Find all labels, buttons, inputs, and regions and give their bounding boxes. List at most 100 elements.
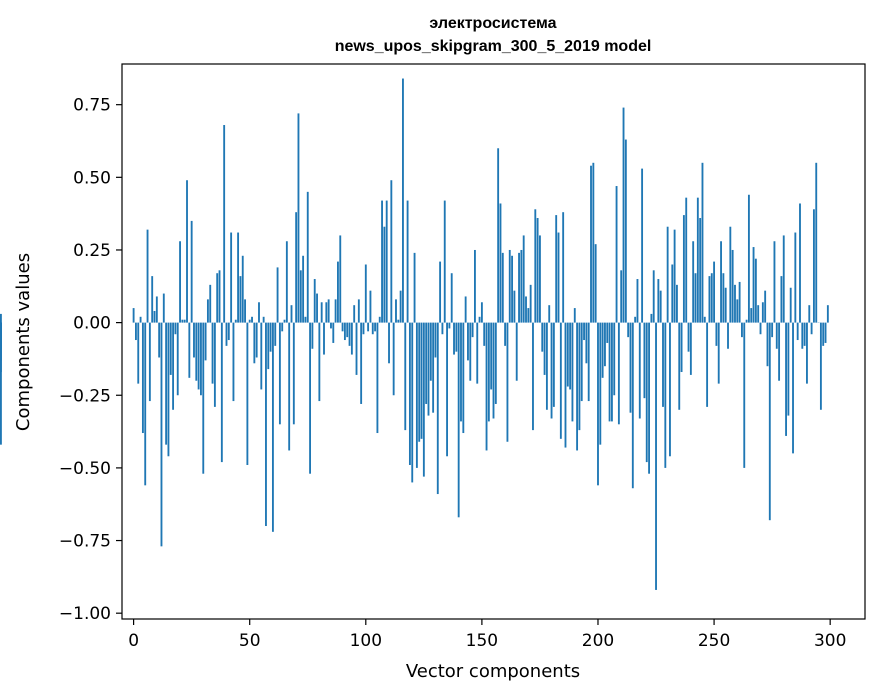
bar-component-164	[513, 290, 516, 323]
bar-component-210	[620, 270, 623, 323]
x-tick-label: 100	[350, 631, 382, 651]
bar-component-35	[213, 322, 216, 407]
bar-component-150	[480, 302, 483, 323]
bar-component-180	[550, 322, 553, 419]
bar-component-120	[411, 322, 414, 483]
bar-component-112	[392, 322, 395, 396]
bar-component-177	[543, 322, 546, 375]
bar-component-56	[262, 316, 265, 323]
bar-component-157	[497, 148, 500, 323]
bar-component-232	[671, 264, 674, 323]
bar-component-64	[281, 322, 284, 332]
bar-component-208	[615, 186, 618, 323]
y-tick-label: 0.25	[73, 241, 111, 261]
bar-component-114	[397, 319, 400, 323]
bar-component-116	[402, 78, 404, 323]
bar-component-135	[446, 322, 448, 457]
bar-component-54	[258, 302, 260, 323]
bar-component-299	[826, 305, 829, 323]
bar-component-107	[381, 200, 383, 323]
bar-component-183	[557, 232, 560, 323]
bar-component-100	[364, 264, 367, 323]
bar-component-214	[629, 322, 632, 413]
bar-component-24	[188, 322, 191, 378]
chart-title: электросистема	[429, 15, 556, 32]
bar-component-109	[385, 200, 388, 323]
bar-component-198	[592, 162, 595, 323]
bar-component-96	[355, 322, 358, 375]
bar-component-216	[634, 316, 637, 323]
bar-component-285	[794, 232, 797, 323]
bar-component-51	[251, 316, 253, 323]
bar-component-138	[453, 322, 455, 355]
bar-component-229	[664, 322, 667, 468]
bar-component-undefined	[0, 313, 2, 323]
bar-component-251	[715, 322, 718, 346]
bar-component-88	[337, 261, 339, 323]
bar-component-212	[624, 139, 627, 323]
y-tick-label: −1.00	[59, 604, 111, 624]
x-tick-label: 0	[128, 631, 139, 651]
bar-component-268	[754, 258, 757, 323]
bar-component-128	[429, 322, 432, 381]
bar-component-6	[146, 229, 149, 323]
bar-component-209	[617, 322, 620, 425]
bar-component-102	[369, 290, 372, 323]
bar-component-269	[757, 305, 760, 323]
bar-component-84	[327, 299, 330, 323]
bar-component-27	[195, 322, 198, 381]
bar-component-105	[376, 322, 379, 434]
y-tick-label: −0.50	[59, 459, 111, 479]
bar-component-22	[183, 319, 186, 323]
bar-component-9	[153, 310, 156, 323]
bar-component-63	[278, 322, 281, 425]
bar-component-50	[248, 319, 251, 323]
bar-component-7	[148, 322, 151, 402]
bar-component-273	[766, 322, 769, 367]
bar-component-20	[179, 241, 181, 323]
bar-component-60	[271, 322, 274, 532]
bar-component-222	[648, 322, 650, 474]
bar-component-170	[527, 308, 530, 323]
bar-component-12	[160, 322, 163, 547]
bar-component-179	[548, 305, 551, 323]
bar-component-1	[135, 322, 137, 341]
bar-component-156	[494, 322, 497, 404]
bar-component-262	[741, 322, 743, 338]
bar-component-58	[267, 322, 270, 370]
bar-component-0	[132, 308, 135, 323]
bar-component-166	[518, 252, 520, 323]
bar-component-19	[176, 322, 179, 396]
bar-component-89	[339, 235, 342, 323]
bar-component-104	[374, 322, 377, 332]
bar-component-161	[506, 322, 509, 442]
bar-component-66	[285, 241, 288, 323]
bar-component-75	[306, 191, 309, 323]
bar-component-236	[680, 322, 683, 373]
bar-component-21	[181, 319, 184, 323]
bar-component-265	[747, 194, 750, 323]
bar-component-124	[420, 322, 423, 439]
bar-component-249	[710, 273, 713, 323]
bar-component-79	[316, 293, 318, 323]
bar-component-252	[717, 322, 720, 384]
bar-component-163	[511, 255, 514, 323]
bar-component-41	[227, 322, 230, 341]
bar-component-48	[244, 299, 246, 323]
bar-component-192	[578, 322, 581, 431]
y-axis-label: Components values	[13, 253, 34, 431]
bar-component-106	[378, 316, 381, 323]
bar-component-196	[587, 322, 590, 402]
bar-component-83	[325, 302, 328, 323]
bar-component-122	[415, 322, 418, 468]
bar-component-121	[413, 252, 416, 323]
bar-component-134	[443, 200, 446, 323]
bar-component-72	[299, 270, 302, 323]
bar-component-247	[706, 322, 709, 407]
bar-component-187	[566, 322, 569, 387]
bar-component-11	[158, 322, 161, 358]
bar-component-78	[313, 279, 316, 323]
bar-component-94	[350, 322, 353, 355]
bar-component-137	[450, 273, 453, 323]
bar-component-87	[334, 299, 337, 323]
